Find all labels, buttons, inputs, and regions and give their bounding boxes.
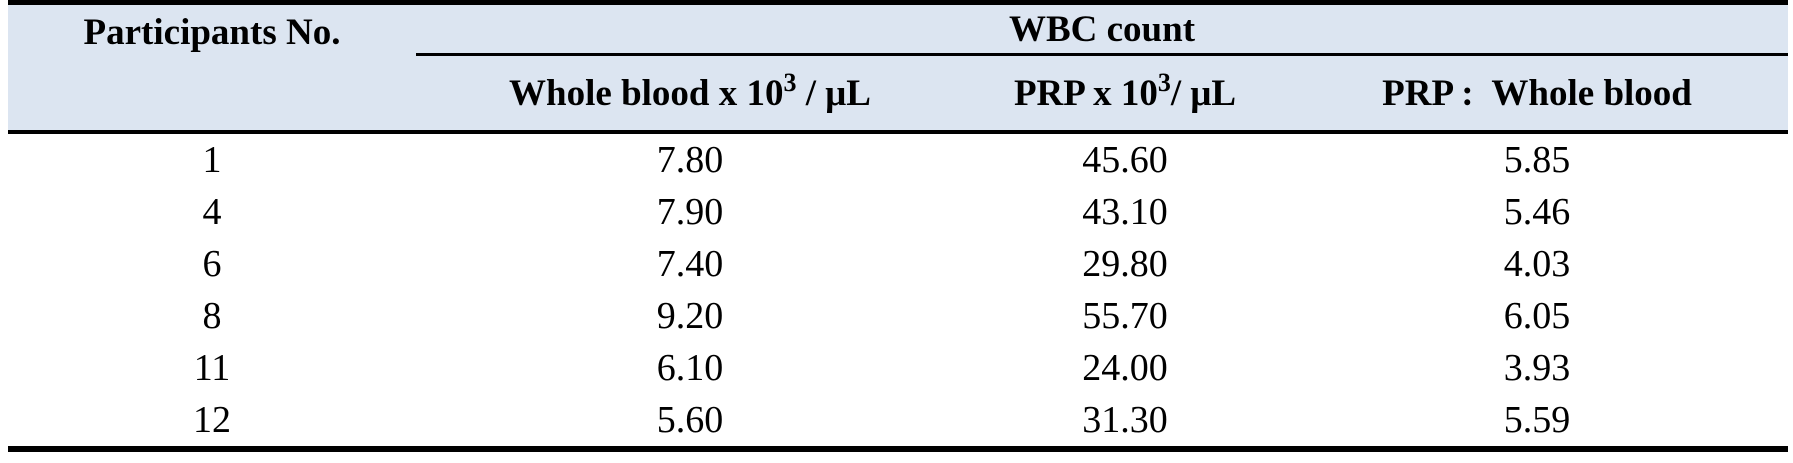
col-header-participants-no: Participants No. xyxy=(8,2,416,134)
table-row: 12 5.60 31.30 5.59 xyxy=(8,394,1789,449)
col-header-prp-text: PRP x 10 xyxy=(1013,72,1158,114)
participant-cell: 11 xyxy=(8,342,416,394)
col-header-whole-blood-unit: / μL xyxy=(796,72,871,114)
col-header-prp: PRP x 103/ μL xyxy=(964,54,1286,134)
whole-blood-cell: 9.20 xyxy=(416,290,964,342)
table-body: 1 7.80 45.60 5.85 4 7.90 43.10 5.46 6 7.… xyxy=(8,132,1789,449)
col-header-whole-blood: Whole blood x 103 / μL xyxy=(416,54,964,134)
prp-cell: 29.80 xyxy=(964,238,1286,290)
whole-blood-cell: 7.40 xyxy=(416,238,964,290)
header-row-subcolumns: Whole blood x 103 / μL PRP x 103/ μL PRP… xyxy=(8,54,1789,134)
whole-blood-cell: 7.90 xyxy=(416,186,964,238)
ratio-cell: 5.59 xyxy=(1286,394,1789,449)
prp-cell: 55.70 xyxy=(964,290,1286,342)
prp-cell: 45.60 xyxy=(964,132,1286,186)
participant-cell: 6 xyxy=(8,238,416,290)
superscript-exponent: 3 xyxy=(1157,67,1171,97)
ratio-cell: 6.05 xyxy=(1286,290,1789,342)
table-row: 8 9.20 55.70 6.05 xyxy=(8,290,1789,342)
ratio-cell: 5.46 xyxy=(1286,186,1789,238)
table-header: Participants No. WBC count Whole blood x… xyxy=(8,2,1789,134)
prp-cell: 43.10 xyxy=(964,186,1286,238)
prp-cell: 24.00 xyxy=(964,342,1286,394)
participant-cell: 8 xyxy=(8,290,416,342)
table-row: 1 7.80 45.60 5.85 xyxy=(8,132,1789,186)
table-row: 4 7.90 43.10 5.46 xyxy=(8,186,1789,238)
whole-blood-cell: 6.10 xyxy=(416,342,964,394)
superscript-exponent: 3 xyxy=(783,67,797,97)
header-row-group: Participants No. WBC count xyxy=(8,2,1789,134)
participant-cell: 1 xyxy=(8,132,416,186)
col-header-ratio-text: PRP : Whole blood xyxy=(1382,72,1692,114)
col-header-prp-whole-blood-ratio: PRP : Whole blood xyxy=(1286,54,1789,134)
col-header-whole-blood-text: Whole blood x 10 xyxy=(509,72,784,114)
col-header-prp-unit: / μL xyxy=(1170,72,1237,114)
ratio-cell: 5.85 xyxy=(1286,132,1789,186)
col-group-header-wbc-count: WBC count xyxy=(416,2,1789,56)
table-row: 11 6.10 24.00 3.93 xyxy=(8,342,1789,394)
table-row: 6 7.40 29.80 4.03 xyxy=(8,238,1789,290)
ratio-cell: 3.93 xyxy=(1286,342,1789,394)
ratio-cell: 4.03 xyxy=(1286,238,1789,290)
whole-blood-cell: 5.60 xyxy=(416,394,964,449)
participant-cell: 12 xyxy=(8,394,416,449)
wbc-count-table: Participants No. WBC count Whole blood x… xyxy=(8,0,1789,452)
participant-cell: 4 xyxy=(8,186,416,238)
prp-cell: 31.30 xyxy=(964,394,1286,449)
whole-blood-cell: 7.80 xyxy=(416,132,964,186)
